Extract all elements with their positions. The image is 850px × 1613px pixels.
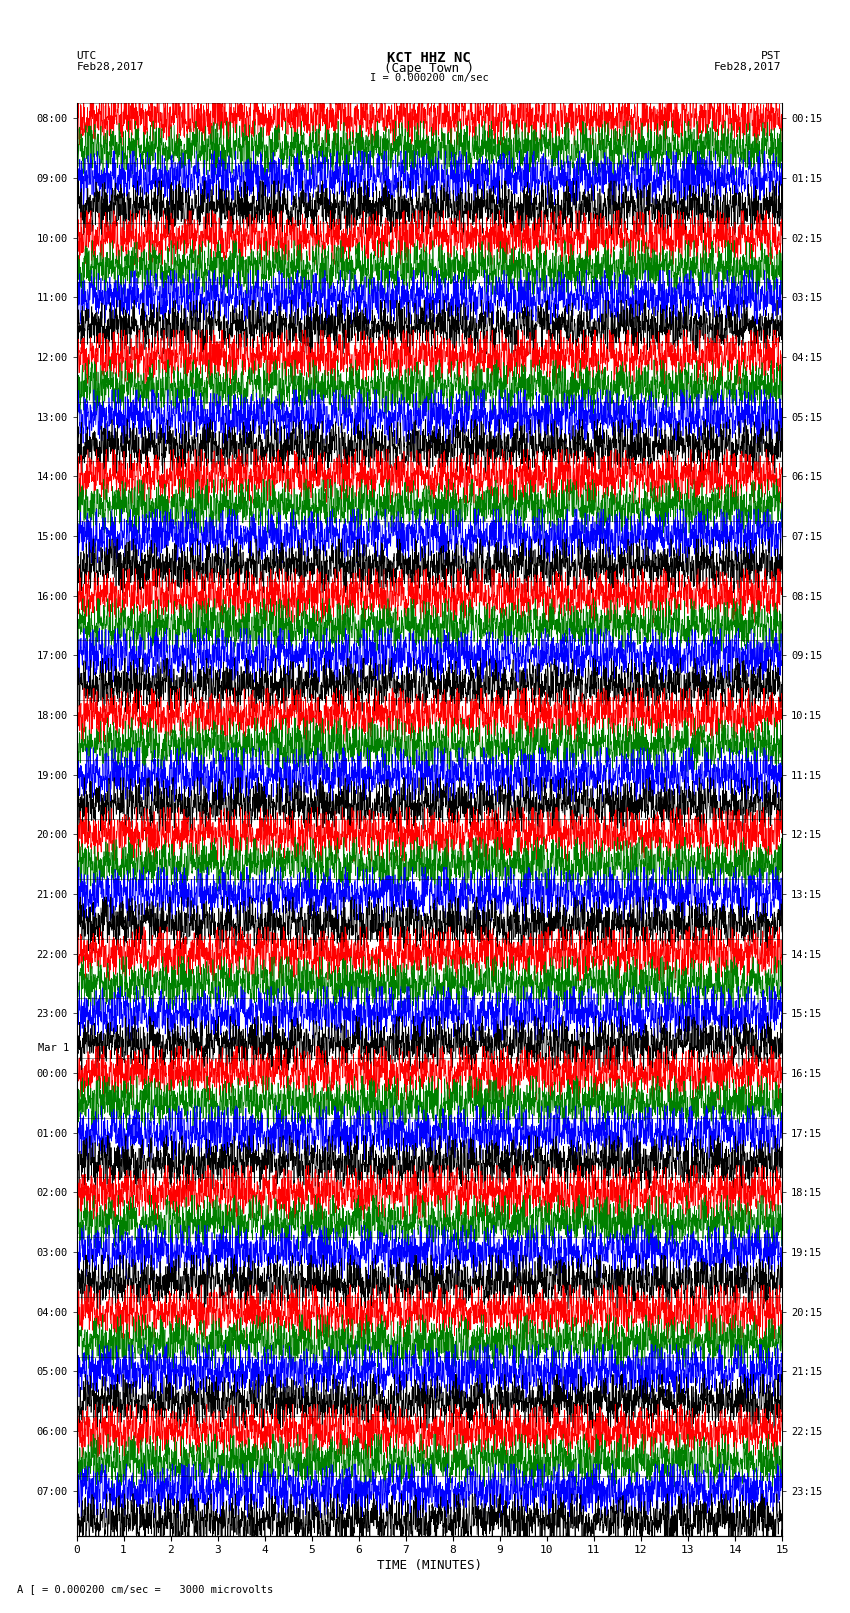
Text: A [ = 0.000200 cm/sec =   3000 microvolts: A [ = 0.000200 cm/sec = 3000 microvolts bbox=[17, 1584, 273, 1594]
Text: I = 0.000200 cm/sec: I = 0.000200 cm/sec bbox=[370, 73, 489, 84]
Text: UTC: UTC bbox=[76, 50, 97, 61]
Text: KCT HHZ NC: KCT HHZ NC bbox=[388, 50, 471, 65]
Text: Feb28,2017: Feb28,2017 bbox=[714, 63, 781, 73]
Text: Mar 1: Mar 1 bbox=[38, 1042, 70, 1053]
X-axis label: TIME (MINUTES): TIME (MINUTES) bbox=[377, 1560, 482, 1573]
Text: (Cape Town ): (Cape Town ) bbox=[384, 63, 474, 76]
Text: Feb28,2017: Feb28,2017 bbox=[76, 63, 144, 73]
Text: PST: PST bbox=[761, 50, 781, 61]
